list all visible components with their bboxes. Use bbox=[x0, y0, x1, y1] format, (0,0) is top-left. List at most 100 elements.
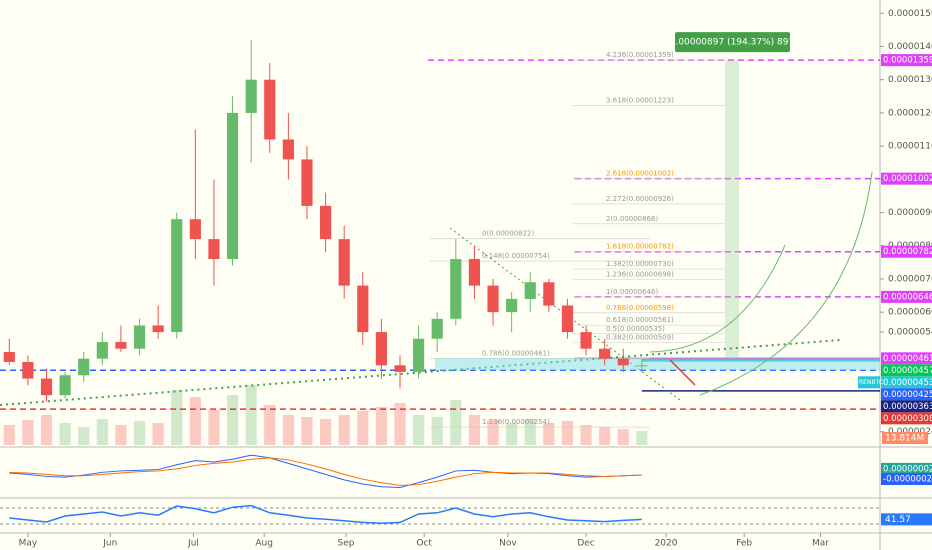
rsi-line bbox=[9, 504, 642, 524]
level-label-bg bbox=[881, 412, 932, 425]
candle-body bbox=[171, 219, 183, 333]
level-label-bg bbox=[881, 245, 932, 258]
x-tick-label: Sep bbox=[338, 539, 355, 549]
level-label: 0.00000363 bbox=[883, 402, 932, 412]
fib-label: 1.236(0.00000254) bbox=[482, 418, 550, 426]
candle-body bbox=[487, 285, 499, 313]
y-tick-label: 0.00000540 bbox=[888, 328, 932, 338]
volume-bar bbox=[561, 421, 574, 445]
volume-bar bbox=[189, 397, 201, 445]
volume-bar bbox=[264, 405, 276, 445]
volume-label-bg bbox=[882, 432, 928, 444]
x-tick-label: 2020 bbox=[655, 539, 678, 549]
x-tick-label: Nov bbox=[499, 539, 517, 549]
volume-bar bbox=[3, 425, 15, 445]
candle-body bbox=[543, 282, 555, 306]
macd-label: 0.00000002 bbox=[883, 464, 932, 474]
candle-body bbox=[115, 342, 127, 349]
candle-body bbox=[636, 365, 648, 367]
down-arrow bbox=[669, 359, 696, 386]
candle-body bbox=[468, 259, 480, 286]
volume-bar bbox=[78, 427, 90, 445]
volume-bar bbox=[22, 420, 34, 445]
y-tick-label: 0.00001400 bbox=[888, 42, 932, 52]
level-label: 0.00000457 bbox=[883, 366, 932, 376]
y-tick-label: 0.00000600 bbox=[888, 308, 932, 318]
level-label-bg bbox=[881, 400, 932, 413]
candle-body bbox=[617, 358, 629, 366]
candle-body bbox=[301, 159, 313, 206]
fib-label: 1.618(0.00000782) bbox=[606, 243, 674, 251]
volume-bar bbox=[357, 411, 369, 445]
volume-bar bbox=[506, 423, 518, 445]
macd-label-bg bbox=[881, 462, 932, 475]
y-tick-label: 0.00000700 bbox=[888, 274, 932, 284]
candle-body bbox=[208, 239, 220, 260]
projection-range bbox=[725, 60, 739, 359]
fib-label: 0.5(0.00000535) bbox=[606, 325, 665, 333]
y-tick-label: 0.00000900 bbox=[888, 208, 932, 218]
macd-signal bbox=[9, 457, 642, 486]
level-label: 0.00001002 bbox=[883, 174, 932, 184]
fib-label: 0.148(0.00000754) bbox=[482, 252, 550, 260]
volume-bar bbox=[543, 423, 555, 445]
y-tick-label: 0.00001300 bbox=[888, 75, 932, 85]
candle-body bbox=[524, 282, 536, 299]
candle-body bbox=[226, 112, 239, 260]
volume-bar bbox=[636, 431, 648, 445]
candle-body bbox=[245, 79, 257, 113]
volume-bar bbox=[450, 400, 462, 445]
projection-arrow bbox=[699, 171, 873, 396]
symbol-bg bbox=[858, 376, 880, 389]
level-label-bg bbox=[881, 172, 932, 185]
candle-body bbox=[599, 348, 611, 359]
volume-bar bbox=[413, 415, 425, 445]
candle-body bbox=[357, 285, 369, 333]
fib-label: 1.236(0.00000698) bbox=[606, 271, 674, 279]
volume-bar bbox=[152, 423, 164, 445]
rsi-label-bg bbox=[881, 513, 932, 526]
volume-bar bbox=[40, 415, 53, 445]
candle-body bbox=[413, 338, 425, 372]
volume-bar bbox=[245, 385, 257, 445]
volume-bar bbox=[524, 419, 536, 445]
volume-bar bbox=[599, 427, 611, 445]
candle-body bbox=[561, 305, 574, 333]
fib-label: 4.236(0.00001359) bbox=[606, 51, 674, 59]
candle-body bbox=[96, 342, 108, 359]
volume-bar bbox=[617, 429, 629, 445]
fib-label: 0.382(0.00000509) bbox=[606, 333, 674, 341]
fib-label: 0.786(0.00000461) bbox=[482, 349, 550, 357]
projection-arrow bbox=[649, 244, 786, 353]
candle-body bbox=[40, 378, 53, 396]
candle-body bbox=[133, 325, 146, 349]
fib-label: 3.618(0.00001223) bbox=[606, 96, 674, 104]
level-label: 0.00000461 bbox=[883, 354, 932, 364]
x-tick-label: Jun bbox=[102, 539, 117, 549]
volume-bar bbox=[487, 420, 499, 445]
volume-bar bbox=[580, 425, 592, 445]
level-label-bg bbox=[881, 364, 932, 377]
y-tick-label: 0.00001200 bbox=[888, 108, 932, 118]
x-tick-label: Dec bbox=[577, 539, 594, 549]
macd-label-bg bbox=[881, 472, 932, 485]
candle-body bbox=[78, 358, 90, 376]
macd-macd bbox=[9, 454, 642, 488]
candle-body bbox=[394, 365, 406, 372]
candle-body bbox=[431, 318, 443, 339]
volume-bar bbox=[375, 407, 387, 445]
candle-body bbox=[580, 332, 592, 349]
level-label-bg bbox=[881, 352, 932, 365]
candle-body bbox=[338, 239, 350, 286]
level-label: 0.00000308 bbox=[883, 414, 932, 424]
x-tick-label: Mar bbox=[812, 539, 829, 549]
fib-label: 1(0.00000646) bbox=[606, 288, 658, 296]
rsi-label: 41.57 bbox=[885, 515, 911, 525]
candle-body bbox=[3, 352, 15, 362]
volume-bar bbox=[338, 415, 350, 445]
fib-label: 0.786(0.00000598) bbox=[606, 304, 674, 312]
volume-bar bbox=[431, 417, 443, 445]
x-tick-label: Aug bbox=[255, 539, 273, 549]
trendline bbox=[0, 339, 841, 406]
volume-bar bbox=[208, 410, 220, 445]
